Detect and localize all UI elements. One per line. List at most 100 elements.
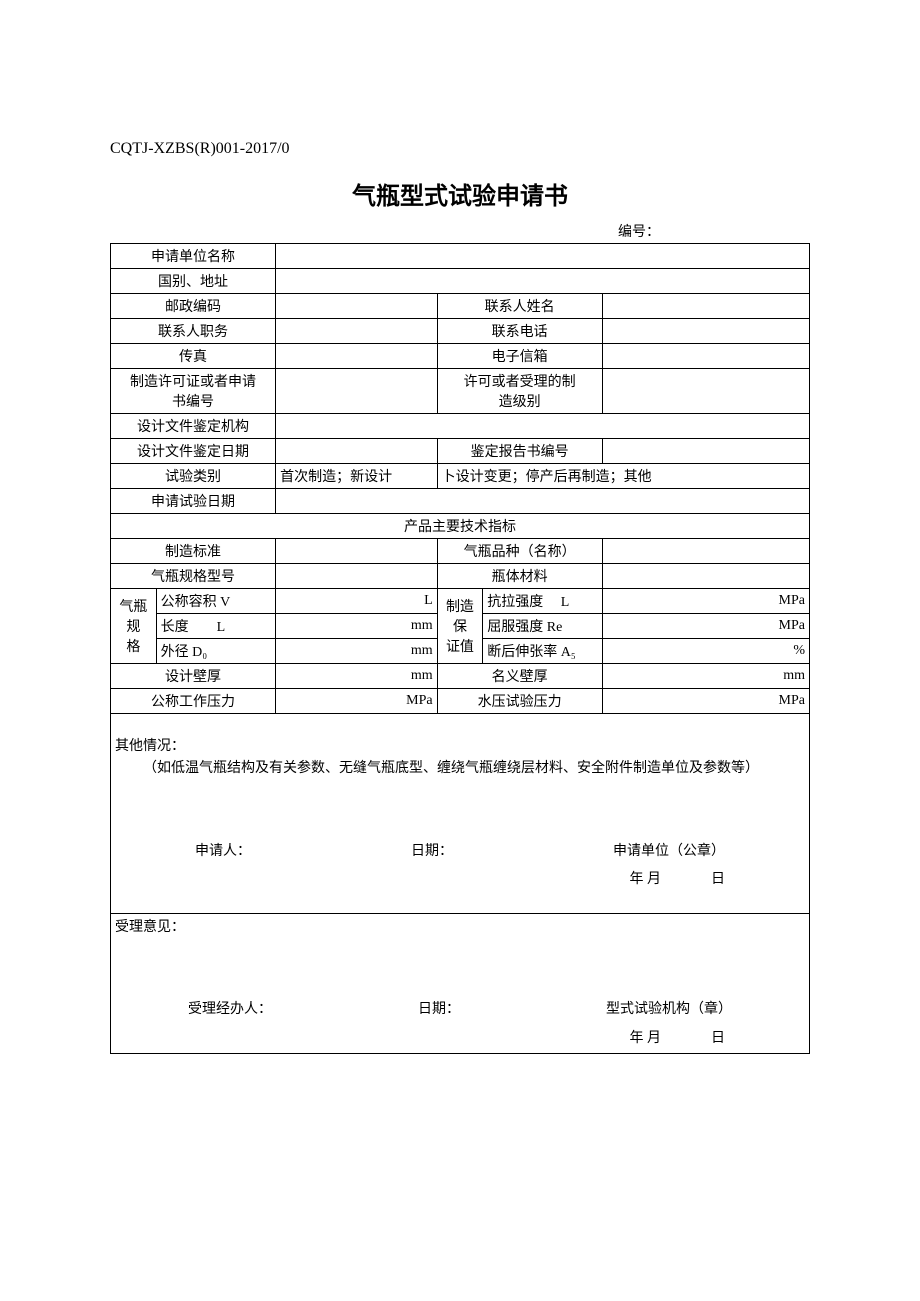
table-row: 气瓶规 格 公称容积 V L 制造保 证值 抗拉强度 L MPa <box>111 589 810 614</box>
label-contact-name: 联系人姓名 <box>437 294 602 319</box>
field-product-name[interactable] <box>602 539 809 564</box>
field-contact-title[interactable] <box>276 319 438 344</box>
label-nominal-thick: 名义壁厚 <box>437 664 602 689</box>
label-applicant-unit: 申请单位名称 <box>111 244 276 269</box>
accept-cell[interactable]: 受理意见： 受理经办人： 日期： 型式试验机构（章） 年 月 日 <box>111 914 810 1054</box>
field-license-no[interactable] <box>276 369 438 414</box>
table-row: 试验类别 首次制造；新设计 卜设计变更；停产后再制造；其他 <box>111 464 810 489</box>
table-row: 受理意见： 受理经办人： 日期： 型式试验机构（章） 年 月 日 <box>111 914 810 1054</box>
day-1: 日 <box>711 869 725 891</box>
unit-tensile: MPa <box>602 589 809 614</box>
other-note: （如低温气瓶结构及有关参数、无缝气瓶底型、缠绕气瓶缠绕层材料、安全附件制造单位及… <box>115 758 805 780</box>
field-country[interactable] <box>276 269 810 294</box>
date-label-1: 日期： <box>411 841 453 863</box>
label-spec: 气瓶规 格 <box>111 589 157 664</box>
label-license-no: 制造许可证或者申请 书编号 <box>111 369 276 414</box>
org-seal-label: 型式试验机构（章） <box>606 999 732 1021</box>
label-hydro: 水压试验压力 <box>437 689 602 714</box>
label-material: 瓶体材料 <box>437 564 602 589</box>
label-elong: 断后伸张率 A₅ <box>483 639 602 664</box>
label-volume: 公称容积 V <box>156 589 275 614</box>
accept-person-label: 受理经办人： <box>188 999 272 1021</box>
label-std: 制造标准 <box>111 539 276 564</box>
table-row: 产品主要技术指标 <box>111 514 810 539</box>
field-report-no[interactable] <box>602 439 809 464</box>
unit-elong: % <box>602 639 809 664</box>
table-row: 联系人职务 联系电话 <box>111 319 810 344</box>
date-label-2: 日期： <box>418 999 460 1021</box>
label-license-no-1: 制造许可证或者申请 <box>115 371 271 391</box>
other-title: 其他情况： <box>115 736 805 758</box>
label-guarantee-2: 证值 <box>442 636 479 656</box>
field-contact-name[interactable] <box>602 294 809 319</box>
tech-header: 产品主要技术指标 <box>111 514 810 539</box>
label-design-date: 设计文件鉴定日期 <box>111 439 276 464</box>
field-design-org[interactable] <box>276 414 810 439</box>
label-email: 电子信箱 <box>437 344 602 369</box>
label-model: 气瓶规格型号 <box>111 564 276 589</box>
accept-title: 受理意见： <box>115 917 805 939</box>
table-row: 气瓶规格型号 瓶体材料 <box>111 564 810 589</box>
label-contact-title: 联系人职务 <box>111 319 276 344</box>
label-guarantee: 制造保 证值 <box>437 589 483 664</box>
label-tensile: 抗拉强度 L <box>483 589 602 614</box>
field-design-date[interactable] <box>276 439 438 464</box>
label-design-org: 设计文件鉴定机构 <box>111 414 276 439</box>
label-apply-date: 申请试验日期 <box>111 489 276 514</box>
field-license-level[interactable] <box>602 369 809 414</box>
label-license-level: 许可或者受理的制 造级别 <box>437 369 602 414</box>
other-info-cell[interactable]: 其他情况： （如低温气瓶结构及有关参数、无缝气瓶底型、缠绕气瓶缠绕层材料、安全附… <box>111 714 810 914</box>
field-std[interactable] <box>276 539 438 564</box>
unit-nominal-thick: mm <box>602 664 809 689</box>
field-test-type-a: 首次制造；新设计 <box>276 464 438 489</box>
label-fax: 传真 <box>111 344 276 369</box>
unit-yield: MPa <box>602 614 809 639</box>
table-row: 设计文件鉴定日期 鉴定报告书编号 <box>111 439 810 464</box>
label-spec-1: 气瓶规 <box>115 596 152 636</box>
doc-code: CQTJ-XZBS(R)001-2017/0 <box>110 140 810 158</box>
label-phone: 联系电话 <box>437 319 602 344</box>
field-postal[interactable] <box>276 294 438 319</box>
field-model[interactable] <box>276 564 438 589</box>
label-design-thick: 设计壁厚 <box>111 664 276 689</box>
unit-design-thick: mm <box>276 664 438 689</box>
label-license-level-2: 造级别 <box>442 391 598 411</box>
table-row: 设计文件鉴定机构 <box>111 414 810 439</box>
day-2: 日 <box>711 1028 725 1050</box>
ym-1: 年 月 <box>630 869 662 891</box>
unit-work-pressure: MPa <box>276 689 438 714</box>
unit-length: mm <box>276 614 438 639</box>
applicant-label: 申请人： <box>195 841 251 863</box>
page-title: 气瓶型式试验申请书 <box>110 176 810 211</box>
field-test-type-b: 卜设计变更；停产后再制造；其他 <box>437 464 809 489</box>
label-spec-2: 格 <box>115 636 152 656</box>
ym-2: 年 月 <box>630 1028 662 1050</box>
unit-volume: L <box>276 589 438 614</box>
table-row: 其他情况： （如低温气瓶结构及有关参数、无缝气瓶底型、缠绕气瓶缠绕层材料、安全附… <box>111 714 810 914</box>
application-form: 申请单位名称 国别、地址 邮政编码 联系人姓名 联系人职务 联系电话 传真 电子… <box>110 243 810 1054</box>
table-row: 申请试验日期 <box>111 489 810 514</box>
table-row: 公称工作压力 MPa 水压试验压力 MPa <box>111 689 810 714</box>
label-country: 国别、地址 <box>111 269 276 294</box>
label-license-level-1: 许可或者受理的制 <box>442 371 598 391</box>
field-fax[interactable] <box>276 344 438 369</box>
field-applicant-unit[interactable] <box>276 244 810 269</box>
table-row: 邮政编码 联系人姓名 <box>111 294 810 319</box>
table-row: 制造标准 气瓶品种（名称） <box>111 539 810 564</box>
table-row: 申请单位名称 <box>111 244 810 269</box>
serial-label: 编号： <box>110 221 810 241</box>
label-postal: 邮政编码 <box>111 294 276 319</box>
label-license-no-2: 书编号 <box>115 391 271 411</box>
label-product-name: 气瓶品种（名称） <box>437 539 602 564</box>
field-phone[interactable] <box>602 319 809 344</box>
label-length: 长度 L <box>156 614 275 639</box>
label-diameter: 外径 D₀ <box>156 639 275 664</box>
field-email[interactable] <box>602 344 809 369</box>
field-apply-date[interactable] <box>276 489 810 514</box>
unit-seal-label: 申请单位（公章） <box>613 841 725 863</box>
table-row: 设计壁厚 mm 名义壁厚 mm <box>111 664 810 689</box>
unit-diameter: mm <box>276 639 438 664</box>
table-row: 传真 电子信箱 <box>111 344 810 369</box>
field-material[interactable] <box>602 564 809 589</box>
label-guarantee-1: 制造保 <box>442 596 479 636</box>
